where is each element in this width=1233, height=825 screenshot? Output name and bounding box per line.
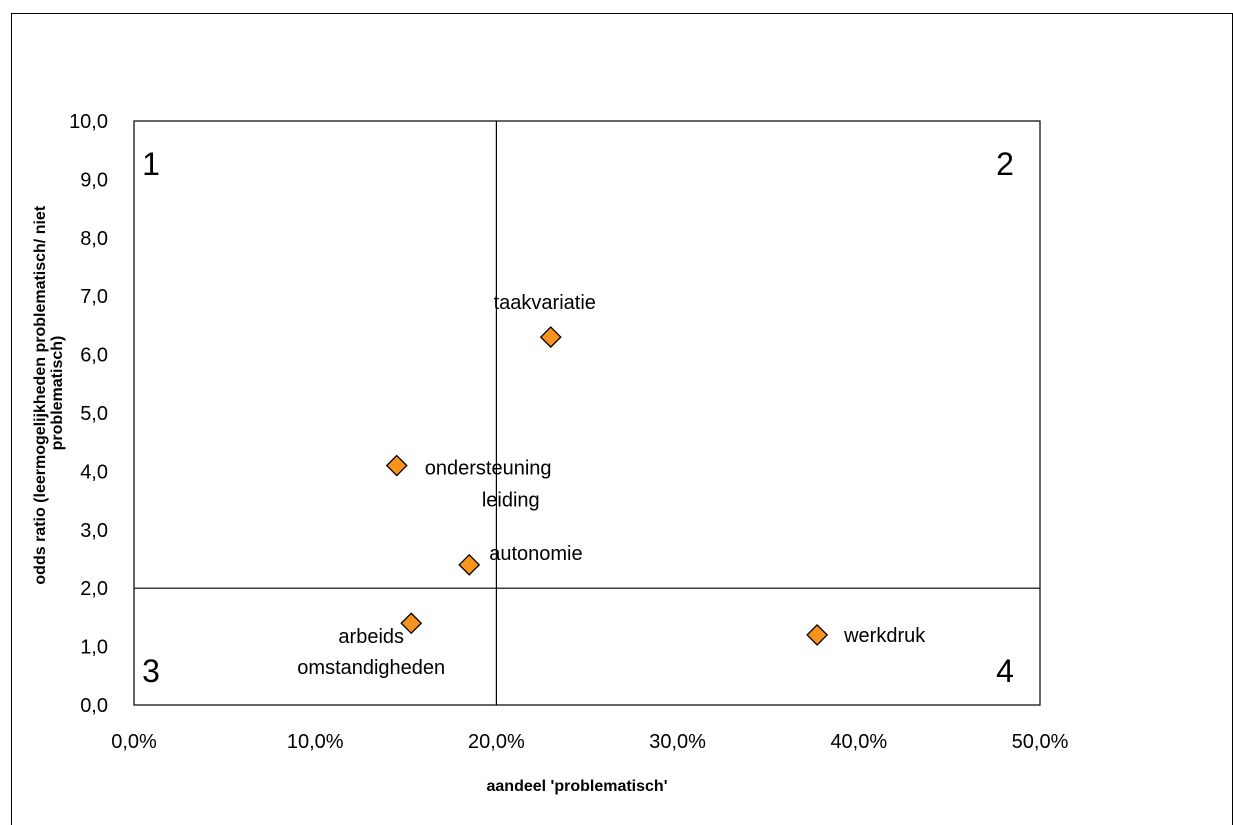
y-tick-labels: 0,0 1,0 2,0 3,0 4,0 5,0 6,0 7,0 8,0 9,0 10,0 xyxy=(69,111,108,717)
y-axis-title-line-1: odds ratio (leermogelijkheden problemati… xyxy=(32,205,49,584)
y-axis-title-line-2: problematisch) xyxy=(49,336,66,451)
data-point-label: arbeids xyxy=(338,626,404,648)
y-tick-label: 7,0 xyxy=(80,286,108,308)
y-tick-label: 4,0 xyxy=(80,461,108,483)
data-point-label: taakvariatie xyxy=(494,292,596,314)
x-tick-label: 0,0% xyxy=(111,731,157,753)
data-points: taakvariatie ondersteuning leiding autonomi… xyxy=(297,292,926,679)
x-axis-title: aandeel 'problematisch' xyxy=(487,778,668,795)
y-axis-title: odds ratio (leermogelijkheden problemati… xyxy=(32,201,66,584)
x-tick-label: 50,0% xyxy=(1012,731,1069,753)
data-point-label: ondersteuning xyxy=(425,458,552,480)
data-point-marker xyxy=(400,612,423,635)
y-tick-label: 5,0 xyxy=(80,403,108,425)
x-tick-labels: 0,0% 10,0% 20,0% 30,0% 40,0% 50,0% xyxy=(111,731,1068,753)
y-tick-label: 8,0 xyxy=(80,228,108,250)
y-tick-label: 2,0 xyxy=(80,578,108,600)
x-tick-label: 10,0% xyxy=(287,731,344,753)
x-tick-label: 20,0% xyxy=(468,731,525,753)
y-tick-label: 6,0 xyxy=(80,345,108,367)
data-point-marker xyxy=(539,326,562,348)
data-point-label: leiding xyxy=(482,490,540,512)
y-tick-label: 0,0 xyxy=(80,695,108,717)
data-point-marker xyxy=(806,624,829,646)
quadrant-label-3: 3 xyxy=(142,653,160,689)
quadrant-label-2: 2 xyxy=(996,146,1014,182)
y-tick-label: 10,0 xyxy=(69,111,108,133)
data-point-marker xyxy=(385,454,408,477)
y-tick-label: 1,0 xyxy=(80,637,108,659)
plot-area xyxy=(133,120,1041,706)
quadrant-label-1: 1 xyxy=(142,146,160,182)
y-tick-label: 3,0 xyxy=(80,520,108,542)
data-point-label: omstandigheden xyxy=(297,657,445,679)
data-point-marker xyxy=(458,553,481,576)
quadrant-label-4: 4 xyxy=(996,653,1014,689)
quadrant-labels: 1 2 3 4 xyxy=(142,146,1014,689)
data-point-label: autonomie xyxy=(489,543,582,565)
x-tick-label: 30,0% xyxy=(649,731,706,753)
data-point-label: werkdruk xyxy=(843,625,926,647)
y-tick-label: 9,0 xyxy=(80,169,108,191)
x-tick-label: 40,0% xyxy=(830,731,887,753)
